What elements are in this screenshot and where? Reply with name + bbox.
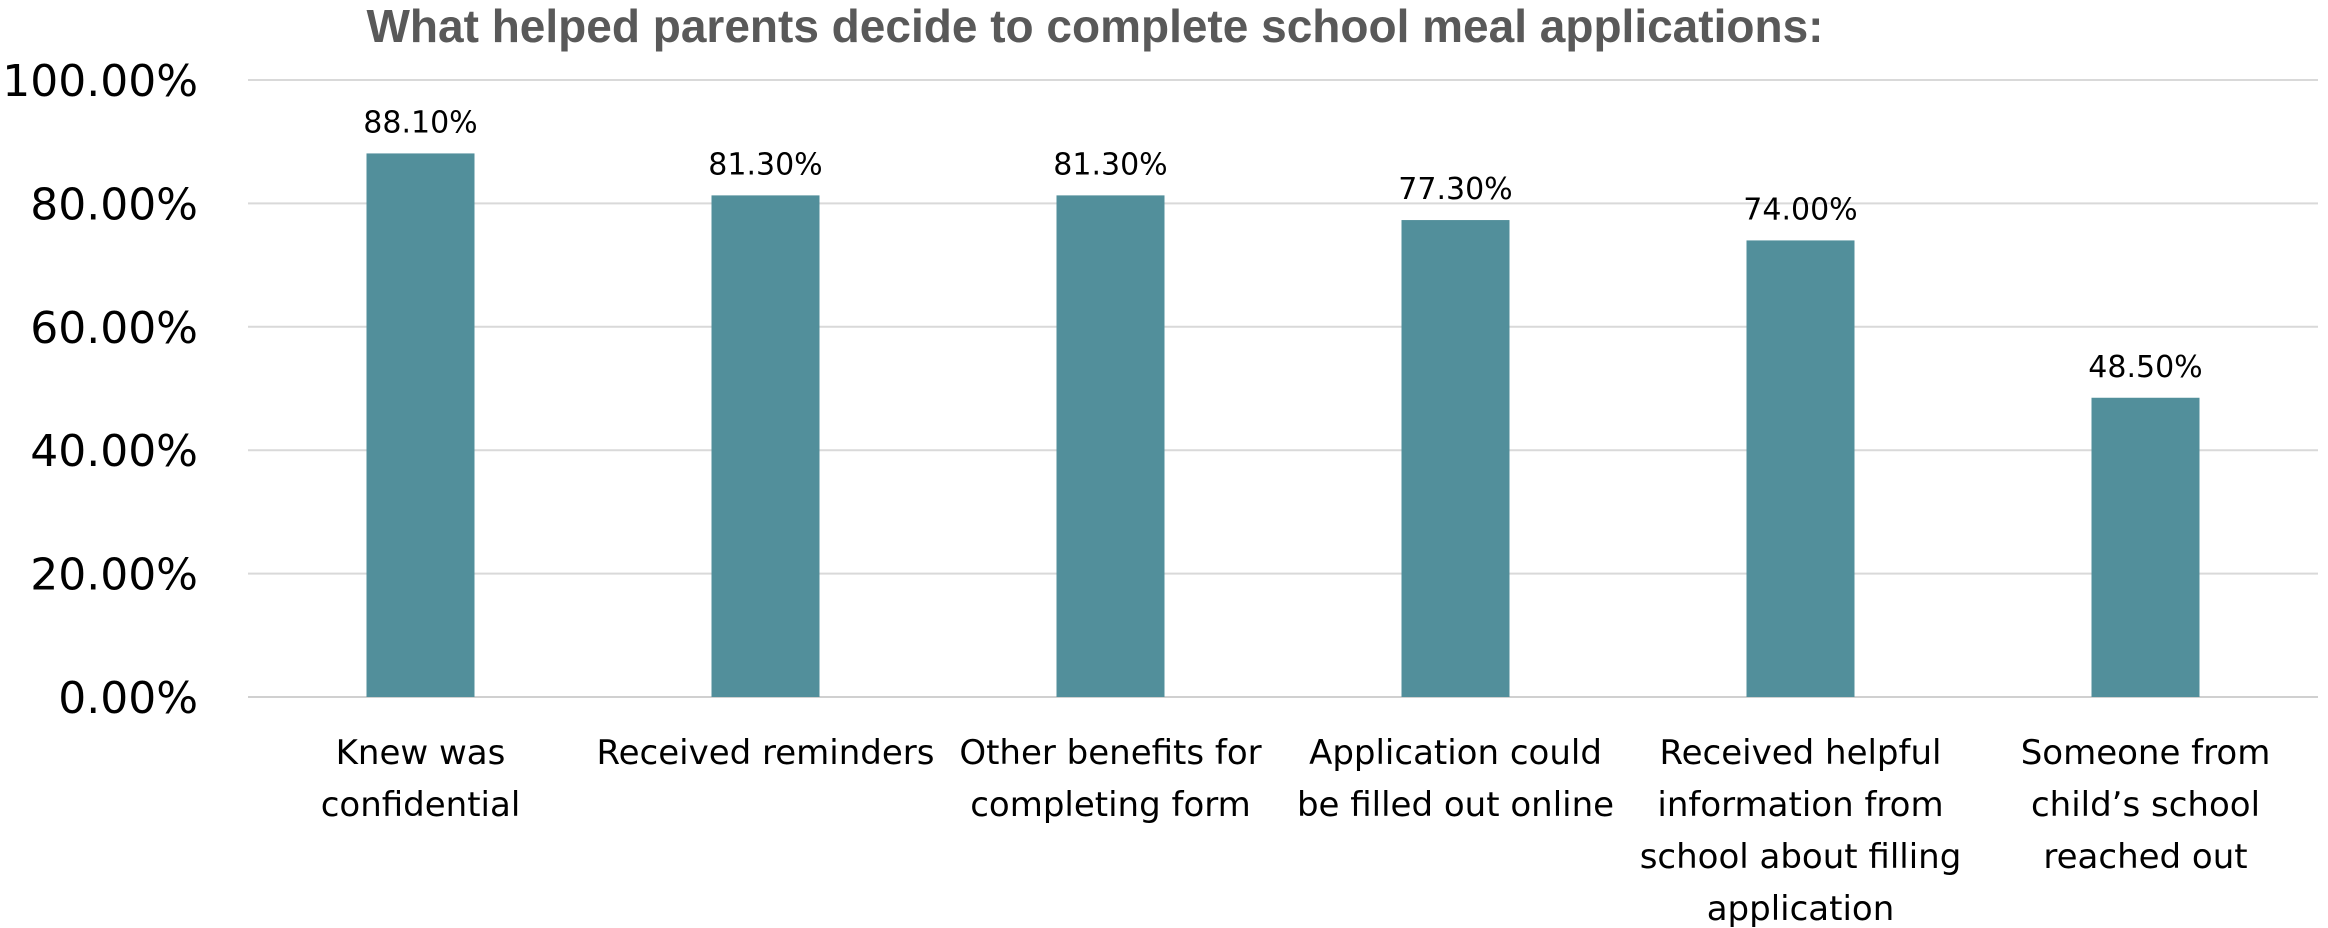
y-tick-label: 20.00%	[30, 550, 198, 601]
x-tick-label: Someone from child’s school reached out	[2021, 733, 2271, 877]
bar	[711, 195, 820, 697]
data-label: 88.10%	[363, 105, 477, 140]
bar	[1401, 220, 1510, 697]
x-tick-label: Application could be filled out online	[1297, 733, 1614, 825]
bar	[2091, 397, 2200, 697]
data-labels: 88.10% 81.30% 81.30% 77.30% 74.00% 48.50%	[363, 105, 2202, 384]
y-tick-label: 60.00%	[30, 303, 198, 354]
y-tick-label: 0.00%	[58, 673, 198, 724]
data-label: 74.00%	[1743, 192, 1857, 227]
data-label: 81.30%	[708, 147, 822, 182]
x-tick-label-line: Received helpful	[1660, 733, 1942, 773]
y-tick-label: 100.00%	[2, 56, 198, 107]
bar	[366, 153, 475, 698]
x-tick-label-line: Other benefits for	[959, 733, 1261, 773]
gridlines	[248, 79, 2318, 698]
x-axis-ticks: Knew was confidential Received reminders Ot…	[321, 733, 2271, 928]
x-tick-label: Received helpful information from school a…	[1640, 733, 1962, 928]
x-tick-label-line: completing form	[970, 785, 1251, 825]
x-tick-label: Knew was confidential	[321, 733, 521, 825]
data-label: 77.30%	[1398, 172, 1512, 207]
x-tick-label-line: reached out	[2043, 837, 2247, 877]
x-tick-label: Received reminders	[597, 733, 935, 773]
x-tick-label-line: application	[1707, 889, 1895, 928]
x-tick-label: Other benefits for completing form	[959, 733, 1261, 825]
y-tick-label: 40.00%	[30, 426, 198, 477]
data-label: 48.50%	[2088, 350, 2202, 385]
x-tick-label-line: Knew was	[336, 733, 506, 773]
x-tick-label-line: Received reminders	[597, 733, 935, 773]
x-tick-label-line: information from	[1657, 785, 1943, 825]
chart-title: What helped parents decide to complete s…	[367, 0, 1824, 52]
y-tick-label: 80.00%	[30, 179, 198, 230]
bar	[1056, 195, 1165, 697]
data-label: 81.30%	[1053, 147, 1167, 182]
y-axis-ticks: 0.00% 20.00% 40.00% 60.00% 80.00% 100.00%	[2, 56, 198, 724]
x-tick-label-line: confidential	[321, 785, 521, 825]
x-tick-label-line: child’s school	[2031, 785, 2260, 825]
x-tick-label-line: Someone from	[2021, 733, 2271, 773]
x-tick-label-line: Application could	[1309, 733, 1602, 773]
bar	[1746, 240, 1855, 698]
x-tick-label-line: be filled out online	[1297, 785, 1614, 825]
x-tick-label-line: school about filling	[1640, 837, 1962, 877]
bars	[366, 153, 2200, 698]
